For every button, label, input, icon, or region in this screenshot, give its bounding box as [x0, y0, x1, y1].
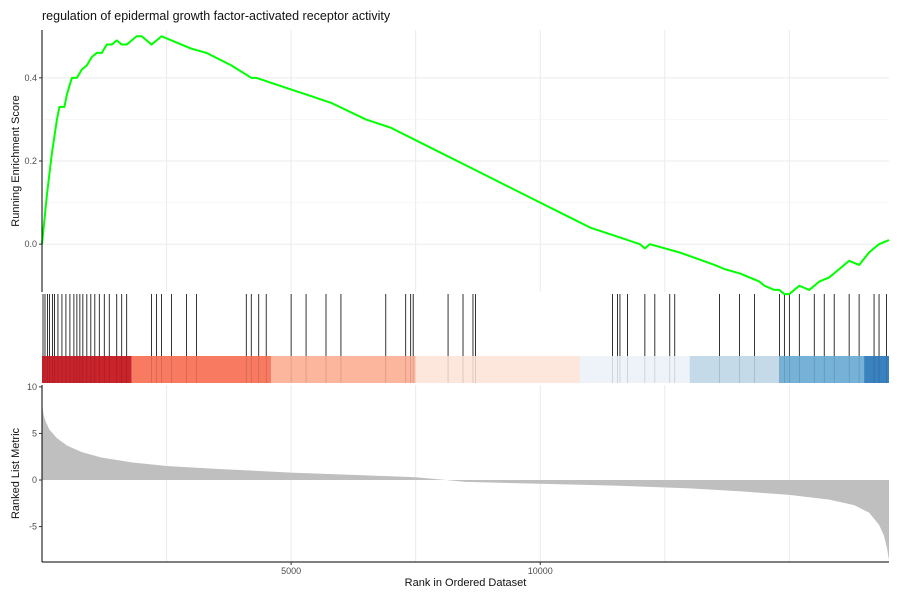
ranked-metric-fill	[42, 402, 889, 561]
y-axis-label-running-score: Running Enrichment Score	[10, 95, 22, 226]
y-axis-label-ranked-metric: Ranked List Metric	[10, 427, 22, 519]
gene-hit-marks	[42, 294, 887, 356]
y-tick-label-ranked-metric: 5	[32, 428, 37, 438]
y-tick-label-ranked-metric: 0	[32, 475, 37, 485]
x-axis-label: Rank in Ordered Dataset	[405, 577, 527, 589]
rank-band-3	[271, 356, 416, 383]
chart-title: regulation of epidermal growth factor-ac…	[42, 9, 391, 23]
tick-labels: 0.0 0.2 0.4 -5 0 5 10 5000 10000	[24, 73, 552, 576]
running-score-series	[41, 35, 890, 296]
running-score-line	[41, 35, 890, 296]
y-tick-label-ranked-metric: 10	[27, 382, 37, 392]
rank-band-8	[864, 356, 889, 383]
rank-band-5	[580, 356, 690, 383]
y-tick-label-running-score: 0.2	[24, 156, 37, 166]
rank-band-7	[779, 356, 865, 383]
x-tick-label: 5000	[281, 566, 301, 576]
ranked-metric-area	[42, 402, 889, 561]
y-tick-label-running-score: 0.4	[24, 73, 37, 83]
y-tick-label-running-score: 0.0	[24, 239, 37, 249]
rank-band-4	[415, 356, 581, 383]
rank-band-1	[42, 356, 132, 383]
rank-band-2	[131, 356, 272, 383]
axes	[39, 30, 889, 565]
x-tick-label: 10000	[528, 566, 553, 576]
y-tick-label-ranked-metric: -5	[29, 522, 37, 532]
rank-band-6	[689, 356, 780, 383]
rank-color-bands	[42, 356, 889, 383]
